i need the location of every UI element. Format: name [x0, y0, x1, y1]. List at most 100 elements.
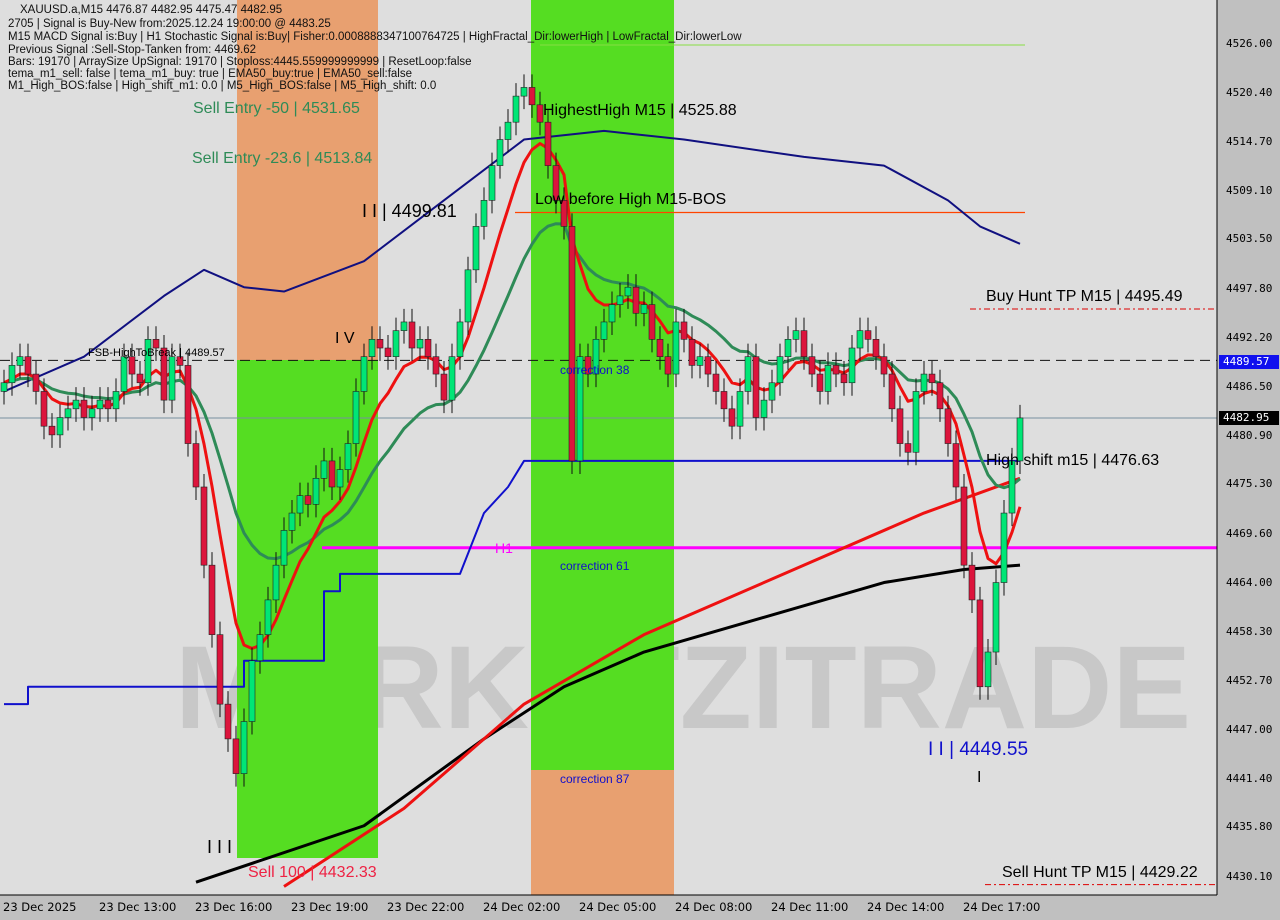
bull-candle-body	[776, 356, 784, 384]
candle	[304, 482, 312, 518]
bear-candle-body	[976, 599, 984, 688]
candle	[960, 473, 968, 579]
bear-candle-body	[136, 373, 144, 384]
bear-candle-body	[304, 495, 312, 505]
bear-candle-body	[376, 339, 384, 349]
bear-candle-body	[728, 408, 736, 427]
candle	[432, 343, 440, 388]
price-tick-label: 4503.50	[1226, 232, 1273, 246]
candle	[752, 343, 760, 431]
bear-candle-body	[48, 425, 56, 436]
bear-candle-body	[552, 165, 560, 201]
candle	[120, 343, 128, 405]
candle	[928, 361, 936, 396]
bull-candle-body	[96, 399, 104, 410]
bull-candle-body	[696, 356, 704, 366]
bull-candle-body	[344, 443, 352, 470]
candle	[504, 109, 512, 153]
time-tick-label: 24 Dec 17:00	[963, 900, 1041, 914]
sell-entry-50-label: Sell Entry -50 | 4531.65	[193, 100, 360, 117]
bear-candle-body	[408, 321, 416, 349]
candle	[224, 691, 232, 752]
correction-zone-orange	[531, 770, 674, 895]
candle	[376, 326, 384, 362]
bull-candle-body	[504, 121, 512, 140]
candle	[632, 274, 640, 327]
time-tick-label: 24 Dec 08:00	[675, 900, 753, 914]
price-tick-label: 4458.30	[1226, 625, 1273, 639]
wave-iv-label: I V	[335, 330, 355, 347]
bull-candle-body	[472, 226, 480, 271]
bear-candle-body	[328, 460, 336, 488]
bull-candle-body	[992, 582, 1000, 653]
sell-zone-orange	[237, 0, 378, 360]
bull-candle-body	[240, 721, 248, 774]
highest-high-label: HighestHigh M15 | 4525.88	[543, 102, 737, 119]
candle	[568, 213, 576, 474]
bear-candle-body	[232, 738, 240, 774]
price-tick-label: 4447.00	[1226, 723, 1273, 737]
candle	[936, 369, 944, 422]
candle	[264, 586, 272, 648]
bull-candle-body	[248, 660, 256, 722]
wave-iii-label: I I I	[207, 837, 233, 857]
bear-candle-body	[560, 200, 568, 227]
candle	[104, 387, 112, 422]
candle	[760, 387, 768, 431]
symbol-line: XAUUSD.a,M15 4476.87 4482.95 4475.47 448…	[20, 4, 283, 16]
candle	[136, 361, 144, 396]
fsb-label: FSB-HighToBreak | 4489.57	[88, 347, 225, 359]
info-line: 2705 | Signal is Buy-New from:2025.12.24…	[8, 18, 331, 30]
candle	[152, 326, 160, 362]
candle	[200, 473, 208, 579]
candle	[528, 74, 536, 118]
candle	[96, 387, 104, 422]
sell-hunt-label: Sell Hunt TP M15 | 4429.22	[1002, 864, 1198, 881]
candle	[352, 378, 360, 457]
bull-candle-body	[360, 356, 368, 392]
bear-candle-body	[104, 399, 112, 410]
bull-candle-body	[488, 165, 496, 201]
bull-candle-body	[64, 408, 72, 418]
bull-candle-body	[856, 330, 864, 349]
candle	[776, 343, 784, 396]
info-line: Previous Signal :Sell-Stop-Tanken from: …	[8, 44, 257, 56]
candle	[544, 109, 552, 179]
candle	[24, 343, 32, 388]
candle	[440, 361, 448, 414]
candle	[168, 343, 176, 414]
bull-candle-body	[144, 339, 152, 384]
candle	[672, 308, 680, 388]
bull-candle-body	[616, 295, 624, 305]
bull-candle-body	[920, 373, 928, 392]
candle	[840, 361, 848, 396]
correction-87-label: correction 87	[560, 772, 630, 786]
candle	[608, 291, 616, 335]
bull-candle-body	[848, 347, 856, 384]
candle	[464, 256, 472, 335]
candle	[256, 621, 264, 674]
candle	[808, 343, 816, 388]
bull-candle-body	[336, 469, 344, 488]
candle	[456, 308, 464, 370]
bull-candle-body	[296, 495, 304, 514]
bear-candle-body	[944, 408, 952, 444]
wave-ii-bottom-label: I I | 4449.55	[928, 739, 1029, 760]
bear-candle-body	[152, 339, 160, 349]
bear-candle-body	[528, 87, 536, 106]
candle	[408, 308, 416, 362]
candle	[744, 343, 752, 405]
candle	[16, 343, 24, 379]
bear-candle-body	[544, 121, 552, 166]
candle	[696, 343, 704, 379]
bear-candle-body	[80, 399, 88, 418]
candle	[360, 343, 368, 405]
bull-candle-body	[1008, 460, 1016, 514]
candle	[512, 83, 520, 136]
bear-candle-body	[864, 330, 872, 340]
candle	[80, 387, 88, 431]
candle	[272, 552, 280, 613]
candle	[344, 430, 352, 483]
bull-candle-body	[520, 87, 528, 97]
